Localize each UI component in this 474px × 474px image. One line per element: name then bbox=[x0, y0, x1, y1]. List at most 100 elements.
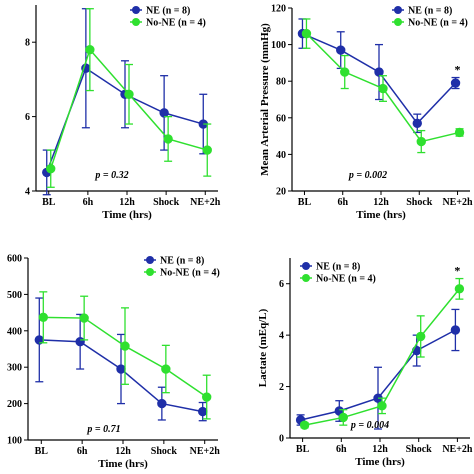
y-tick-label: 40 bbox=[276, 150, 286, 161]
chart-panel-2: 20 40 60 80 100 120 BL 6h 12h Shock NE+2h Time (hrs… bbox=[259, 4, 473, 222]
significance-star: * bbox=[455, 63, 461, 77]
significance-star: * bbox=[454, 264, 460, 278]
x-tick-label: Shock bbox=[151, 446, 178, 457]
data-point bbox=[416, 136, 426, 147]
legend-marker bbox=[132, 6, 140, 14]
p-value-annotation: p = 0.71 bbox=[86, 424, 120, 435]
data-point bbox=[412, 118, 422, 128]
y-tick-label: 120 bbox=[271, 4, 286, 15]
y-tick-label: 8 bbox=[25, 38, 30, 49]
x-tick-label: Shock bbox=[406, 444, 433, 455]
data-point bbox=[85, 44, 95, 55]
y-tick-label: 0 bbox=[279, 434, 284, 445]
legend-label: NE (n = 8) bbox=[316, 262, 360, 273]
legend-marker bbox=[132, 18, 140, 26]
data-point bbox=[374, 67, 384, 77]
data-point bbox=[416, 331, 426, 342]
legend-marker bbox=[302, 274, 310, 282]
y-tick-label: 400 bbox=[7, 326, 22, 337]
data-point bbox=[79, 313, 89, 323]
legend-marker bbox=[394, 18, 402, 26]
data-point bbox=[336, 45, 346, 55]
x-tick-label: 6h bbox=[77, 446, 88, 457]
x-axis-title: Time (hrs) bbox=[355, 456, 405, 468]
x-tick-label: BL bbox=[298, 197, 312, 208]
data-point bbox=[38, 312, 48, 323]
x-axis-title: Time (hrs) bbox=[102, 209, 152, 221]
y-tick-label: 80 bbox=[276, 77, 286, 88]
x-tick-label: Shock bbox=[153, 197, 180, 208]
data-point bbox=[450, 325, 461, 335]
y-tick-label: 4 bbox=[25, 187, 30, 198]
legend-label: NE (n = 8) bbox=[160, 256, 204, 267]
x-tick-label: NE+2h bbox=[190, 197, 221, 208]
data-point bbox=[157, 398, 167, 409]
legend-label: No-NE (n = 4) bbox=[146, 18, 206, 29]
x-tick-label: 6h bbox=[83, 197, 94, 208]
x-tick-label: BL bbox=[42, 197, 56, 208]
x-tick-label: Shock bbox=[406, 197, 433, 208]
chart-panel-1: 4 6 8 BL 6h 12h Shock NE+2h Time (hrs) p = 0.32 NE… bbox=[25, 5, 221, 221]
legend-label: No-NE (n = 4) bbox=[316, 274, 376, 285]
y-tick-label: 6 bbox=[25, 112, 30, 123]
legend-marker bbox=[146, 268, 154, 276]
data-point bbox=[161, 364, 171, 374]
y-axis-title: Lactate (mEq/L) bbox=[257, 308, 269, 387]
y-tick-label: 100 bbox=[7, 436, 22, 447]
legend-label: NE (n = 8) bbox=[146, 6, 190, 17]
y-tick-label: 4 bbox=[279, 331, 284, 342]
chart-panel-4: 0 2 4 6 BL 6h 12h Shock NE+2h Time (hrs) Lactate (… bbox=[257, 258, 473, 468]
p-value-annotation: p = 0.002 bbox=[348, 170, 387, 181]
data-point bbox=[378, 83, 388, 94]
x-tick-label: 6h bbox=[336, 444, 347, 455]
legend-marker bbox=[302, 262, 310, 270]
data-point bbox=[202, 145, 212, 155]
p-value-annotation: p = 0.32 bbox=[94, 170, 128, 181]
chart-panel-3: 100 200 300 400 500 600 BL 6h 12h Shock NE+2h Time … bbox=[7, 254, 220, 471]
data-point bbox=[163, 134, 173, 144]
y-axis-title: Mean Arterial Pressure (mmHg) bbox=[259, 23, 271, 176]
x-tick-label: 12h bbox=[115, 446, 131, 457]
y-tick-label: 20 bbox=[276, 187, 286, 198]
x-tick-label: NE+2h bbox=[442, 197, 473, 208]
data-point bbox=[454, 127, 465, 138]
legend-marker bbox=[394, 6, 402, 14]
x-tick-label: NE+2h bbox=[442, 444, 473, 455]
data-point bbox=[124, 89, 134, 99]
y-tick-label: 200 bbox=[7, 399, 22, 410]
y-tick-label: 60 bbox=[276, 113, 286, 124]
data-point bbox=[340, 67, 350, 77]
y-tick-label: 600 bbox=[7, 254, 22, 265]
data-point bbox=[116, 364, 126, 374]
x-tick-label: BL bbox=[296, 444, 310, 455]
legend-marker bbox=[146, 256, 154, 264]
x-tick-label: 12h bbox=[119, 197, 135, 208]
data-point bbox=[75, 337, 85, 347]
data-point bbox=[301, 28, 312, 39]
x-axis-title: Time (hrs) bbox=[98, 458, 148, 470]
x-tick-label: NE+2h bbox=[190, 446, 221, 457]
data-point bbox=[198, 406, 208, 417]
legend-label: No-NE (n = 4) bbox=[408, 18, 468, 29]
legend-label: No-NE (n = 4) bbox=[160, 268, 220, 279]
data-point bbox=[454, 284, 465, 294]
p-value-annotation: p = 0.004 bbox=[350, 420, 389, 431]
x-tick-label: 6h bbox=[337, 197, 348, 208]
data-point bbox=[377, 401, 387, 411]
data-point bbox=[120, 341, 130, 351]
data-point bbox=[450, 78, 461, 88]
x-axis-title: Time (hrs) bbox=[356, 209, 406, 221]
y-tick-label: 6 bbox=[279, 279, 284, 290]
data-point bbox=[46, 163, 56, 174]
y-tick-label: 100 bbox=[271, 40, 286, 51]
y-tick-label: 2 bbox=[279, 382, 284, 393]
data-point bbox=[299, 420, 310, 430]
data-point bbox=[159, 108, 169, 118]
x-tick-label: 12h bbox=[372, 444, 388, 455]
x-tick-label: BL bbox=[35, 446, 49, 457]
x-tick-label: 12h bbox=[373, 197, 389, 208]
y-tick-label: 500 bbox=[7, 290, 22, 301]
data-point bbox=[338, 412, 348, 423]
y-tick-label: 300 bbox=[7, 363, 22, 374]
